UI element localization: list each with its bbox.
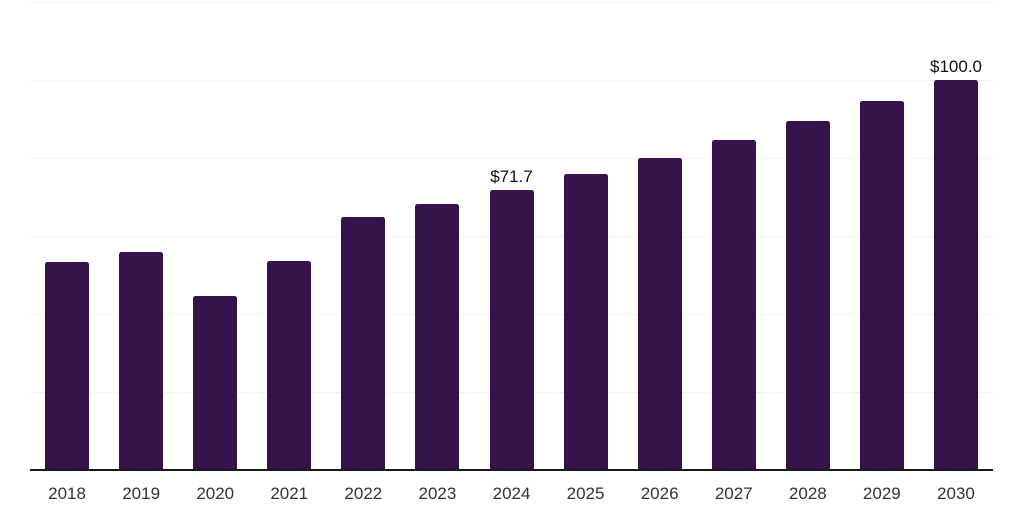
bar-2021	[267, 261, 312, 471]
bar-2026	[637, 158, 682, 470]
gridline-120	[30, 2, 993, 3]
gridline-100	[30, 80, 993, 81]
bar-2020	[193, 296, 238, 470]
x-tick-label-2028: 2028	[788, 484, 827, 503]
x-axis-line	[30, 469, 993, 471]
bar-2024	[489, 190, 534, 470]
bar-2023	[415, 204, 460, 470]
data-label-2024: $71.7	[490, 167, 533, 187]
gridline-20	[30, 392, 993, 393]
bar-2025	[563, 174, 608, 470]
x-tick-label-2023: 2023	[418, 484, 457, 503]
bar-2019	[119, 252, 164, 470]
x-tick-label-2019: 2019	[122, 484, 161, 503]
x-tick-label-2026: 2026	[640, 484, 679, 503]
bar-2028	[785, 121, 830, 470]
bar-2027	[711, 140, 756, 470]
gridline-80	[30, 158, 993, 159]
x-tick-label-2029: 2029	[862, 484, 901, 503]
bar-2018	[45, 262, 89, 470]
x-tick-label-2027: 2027	[714, 484, 753, 503]
bar-2029	[859, 101, 904, 470]
x-tick-label-2020: 2020	[196, 484, 235, 503]
x-tick-label-2022: 2022	[344, 484, 383, 503]
bar-2022	[341, 217, 386, 470]
x-tick-label-2024: 2024	[492, 484, 531, 503]
x-tick-label-2030: 2030	[937, 484, 975, 503]
x-tick-label-2025: 2025	[566, 484, 605, 503]
gridline-40	[30, 314, 993, 315]
gridline-60	[30, 236, 993, 237]
x-tick-label-2021: 2021	[270, 484, 309, 503]
x-tick-label-2018: 2018	[48, 484, 86, 503]
bar-2030	[934, 80, 978, 470]
data-label-2030: $100.0	[930, 57, 982, 76]
